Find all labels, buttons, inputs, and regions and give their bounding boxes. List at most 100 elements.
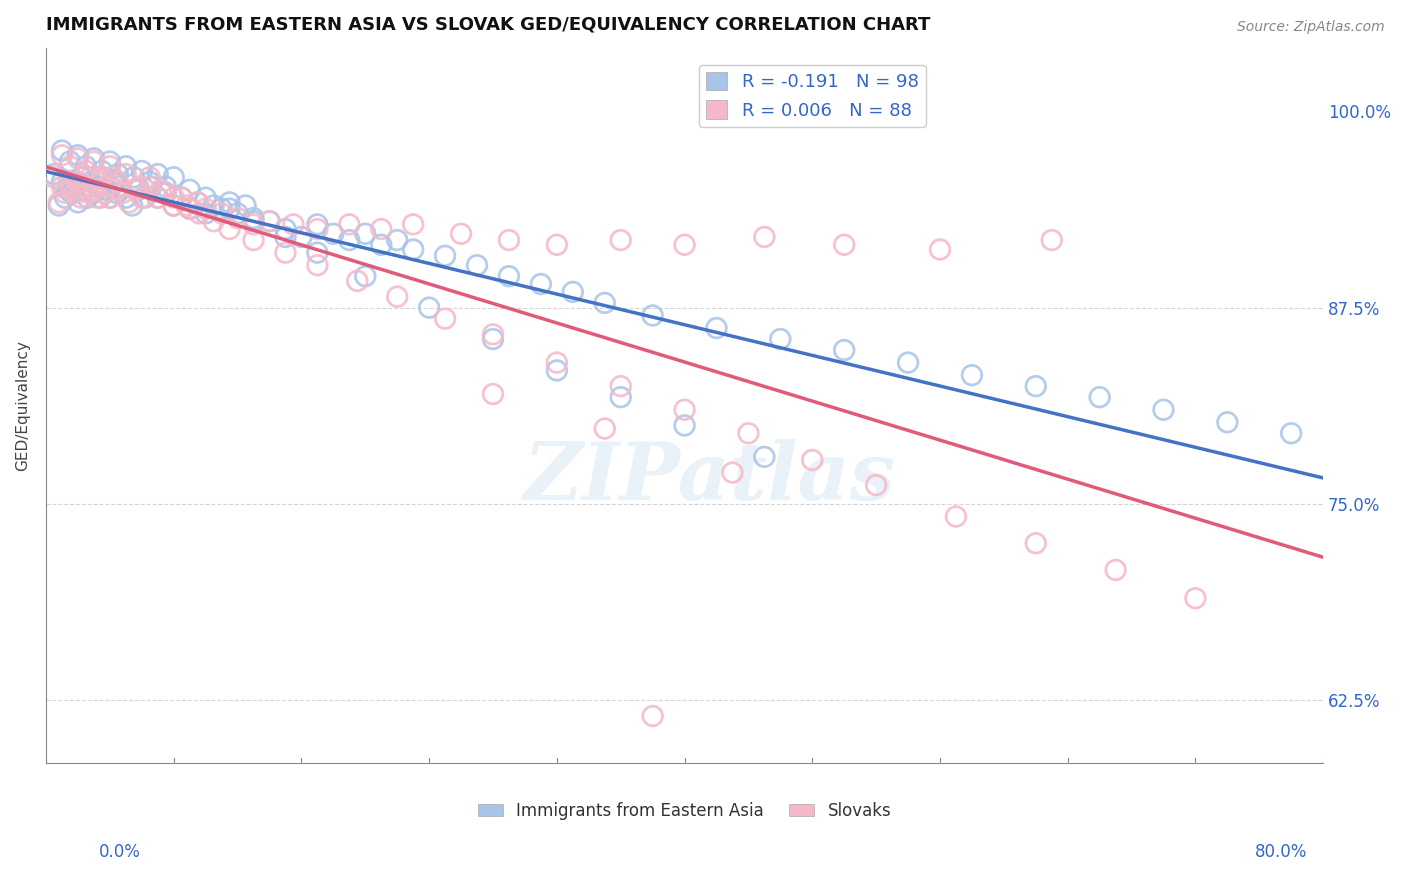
Point <box>121 198 143 212</box>
Point <box>561 285 583 299</box>
Point <box>51 175 73 189</box>
Point <box>202 214 225 228</box>
Point <box>59 159 82 173</box>
Point <box>96 179 118 194</box>
Point <box>242 233 264 247</box>
Point <box>86 191 108 205</box>
Point <box>179 202 201 216</box>
Point <box>139 170 162 185</box>
Point <box>141 179 163 194</box>
Point <box>98 154 121 169</box>
Point <box>42 170 65 185</box>
Point <box>1040 233 1063 247</box>
Point <box>42 167 65 181</box>
Point <box>163 191 186 205</box>
Point <box>53 191 76 205</box>
Point <box>1104 563 1126 577</box>
Text: 0.0%: 0.0% <box>98 843 141 861</box>
Point <box>107 175 129 189</box>
Point <box>128 183 150 197</box>
Point <box>114 191 136 205</box>
Point <box>593 296 616 310</box>
Point <box>218 202 240 216</box>
Point <box>176 198 198 212</box>
Point <box>179 183 201 197</box>
Point <box>226 206 249 220</box>
Point <box>170 191 193 205</box>
Point <box>60 183 83 197</box>
Point <box>370 237 392 252</box>
Point <box>960 368 983 383</box>
Point <box>754 230 776 244</box>
Point <box>163 170 186 185</box>
Point <box>59 154 82 169</box>
Point <box>101 170 124 185</box>
Point <box>90 170 112 185</box>
Point <box>482 387 505 401</box>
Point <box>83 152 105 166</box>
Point <box>131 164 153 178</box>
Point <box>73 179 96 194</box>
Point <box>83 154 105 169</box>
Point <box>673 237 696 252</box>
Point <box>139 175 162 189</box>
Point <box>641 709 664 723</box>
Point <box>202 198 225 212</box>
Point <box>465 258 488 272</box>
Point <box>1184 591 1206 606</box>
Point <box>155 186 177 200</box>
Point <box>945 509 967 524</box>
Point <box>188 206 211 220</box>
Point <box>609 379 631 393</box>
Point <box>93 170 115 185</box>
Point <box>155 186 177 200</box>
Point <box>101 175 124 189</box>
Point <box>51 179 73 194</box>
Point <box>194 191 217 205</box>
Point <box>1279 426 1302 441</box>
Point <box>337 218 360 232</box>
Point <box>163 198 186 212</box>
Point <box>146 167 169 181</box>
Point <box>1025 379 1047 393</box>
Point <box>402 243 425 257</box>
Point <box>114 159 136 173</box>
Point <box>307 245 329 260</box>
Point <box>105 186 128 200</box>
Point <box>118 195 141 210</box>
Text: 80.0%: 80.0% <box>1256 843 1308 861</box>
Point <box>673 402 696 417</box>
Point <box>105 183 128 197</box>
Point <box>218 222 240 236</box>
Point <box>434 249 457 263</box>
Point <box>346 274 368 288</box>
Point <box>53 186 76 200</box>
Point <box>546 363 568 377</box>
Point <box>235 198 257 212</box>
Point <box>737 426 759 441</box>
Point <box>75 159 97 173</box>
Point <box>290 230 312 244</box>
Point <box>706 321 728 335</box>
Point <box>769 332 792 346</box>
Point <box>86 179 108 194</box>
Point <box>194 202 217 216</box>
Point <box>832 237 855 252</box>
Point <box>163 198 186 212</box>
Point <box>187 195 209 210</box>
Point <box>274 245 297 260</box>
Point <box>107 167 129 181</box>
Text: ZIPatlas: ZIPatlas <box>524 439 896 516</box>
Point <box>226 211 249 225</box>
Point <box>274 222 297 236</box>
Point <box>307 218 329 232</box>
Point <box>242 214 264 228</box>
Point <box>48 195 70 210</box>
Point <box>48 198 70 212</box>
Point <box>58 183 80 197</box>
Point <box>385 290 408 304</box>
Point <box>79 175 101 189</box>
Text: IMMIGRANTS FROM EASTERN ASIA VS SLOVAK GED/EQUIVALENCY CORRELATION CHART: IMMIGRANTS FROM EASTERN ASIA VS SLOVAK G… <box>46 15 931 33</box>
Point <box>593 421 616 435</box>
Point <box>89 175 111 189</box>
